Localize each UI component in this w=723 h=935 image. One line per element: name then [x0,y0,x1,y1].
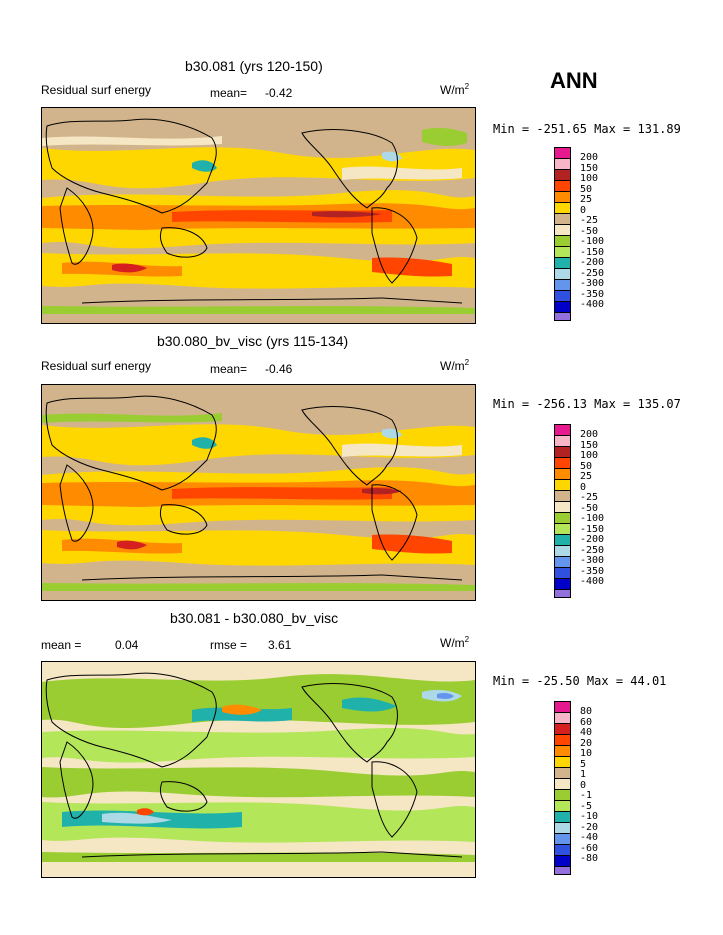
panel3-min-max: Min = -25.50 Max = 44.01 [493,674,667,688]
panel2-min-max: Min = -256.13 Max = 135.07 [493,397,681,411]
panel1-units: W/m2 [440,82,470,97]
panel1-colorbar [554,147,571,321]
panel3-mean-value: 0.04 [115,638,139,652]
panel1-mean-value: -0.42 [265,86,293,100]
panel3-rmse-value: 3.61 [268,638,292,652]
panel1-variable: Residual surf energy [41,83,152,97]
panel1-map [41,107,476,324]
panel1-title: b30.081 (yrs 120-150) [185,58,323,74]
panel3-units: W/m2 [440,635,470,650]
season-label: ANN [550,68,598,93]
panel1-mean-label: mean= [210,86,248,100]
panel2-colorbar-labels: 200 150 100 50 25 0 -25 -50 -100 -150 -200 -250 -300… [580,429,605,587]
panel3-title: b30.081 - b30.080_bv_visc [170,610,339,626]
panel1-min-max: Min = -251.65 Max = 131.89 [493,122,681,136]
panel2-mean-label: mean= [210,362,248,376]
panel2-title: b30.080_bv_visc (yrs 115-134) [157,333,349,349]
panel3-rmse-label: rmse = [210,638,248,652]
panel2-map [41,384,476,601]
panel3-colorbar [554,701,571,875]
panel2-variable: Residual surf energy [41,359,152,373]
panel2-units: W/m2 [440,358,470,373]
panel2-colorbar [554,424,571,598]
panel1-colorbar-labels: 200 150 100 50 25 0 -25 -50 -100 -150 -200 -250 -300… [580,152,605,310]
panel2-mean-value: -0.46 [265,362,293,376]
panel3-map [41,661,476,878]
panel3-mean-label: mean = [41,638,82,652]
panel3-colorbar-labels: 80 60 40 20 10 5 1 0 -1 -5 -10 -20 -40 -60 -80 [580,706,599,864]
